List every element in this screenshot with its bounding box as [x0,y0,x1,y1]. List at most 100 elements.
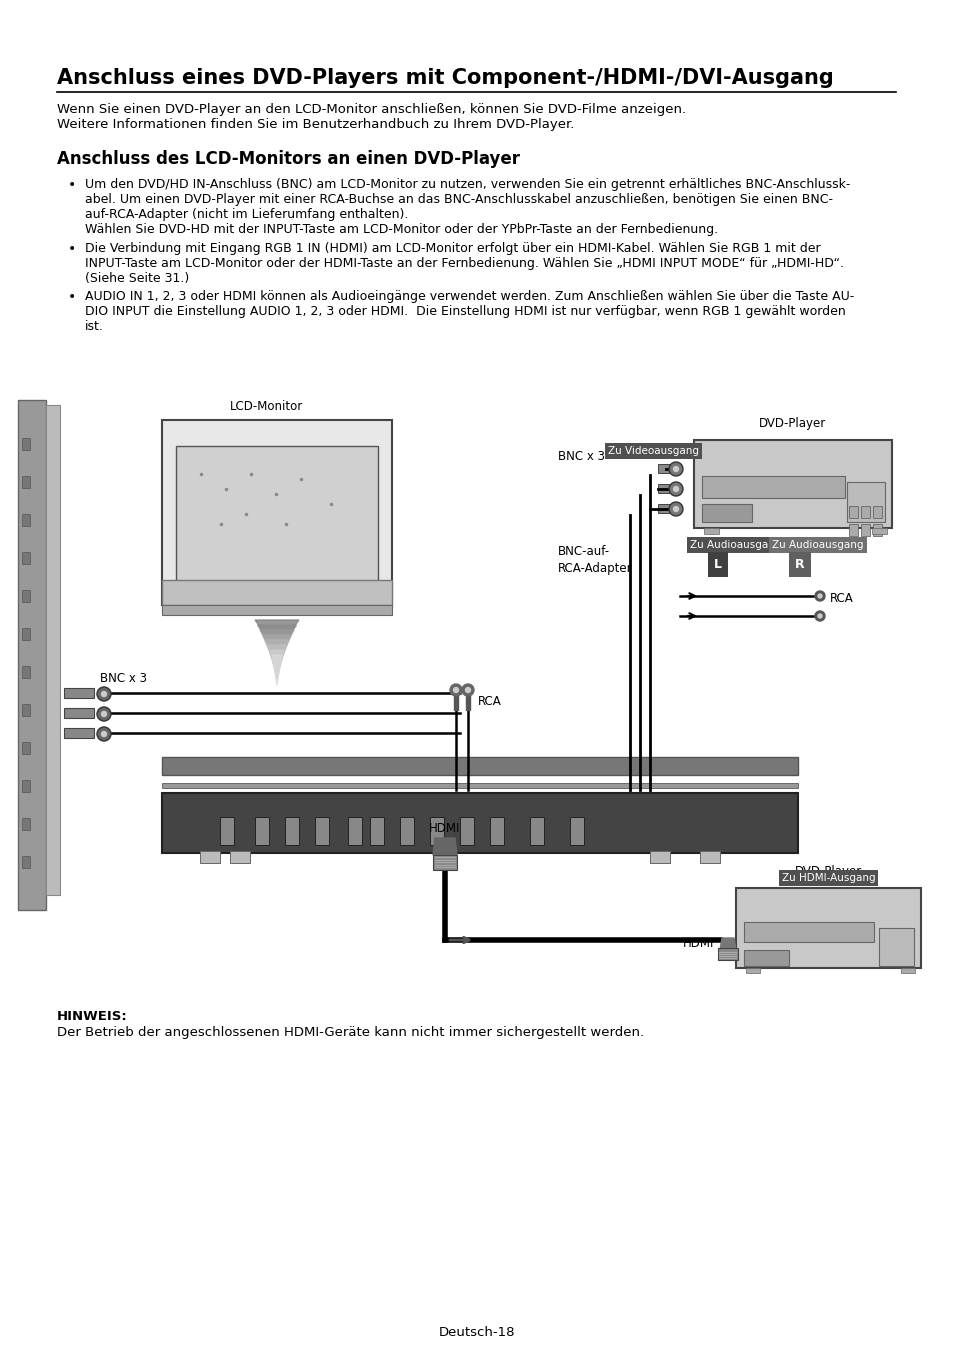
Bar [703,528,719,534]
Bar [872,524,882,536]
Circle shape [101,692,107,697]
Bar [846,482,884,521]
Circle shape [465,688,470,693]
Bar [735,888,920,969]
Text: Zu Videoausgang: Zu Videoausgang [607,446,699,457]
Polygon shape [270,650,284,680]
Text: (Siehe Seite 31.): (Siehe Seite 31.) [85,272,189,285]
Bar [848,507,857,517]
Circle shape [668,462,682,476]
Circle shape [668,482,682,496]
Bar [900,969,914,973]
Bar [700,851,720,863]
Bar [200,851,220,863]
Bar [745,969,760,973]
Text: •: • [68,242,76,255]
Text: Zu Audioausgang: Zu Audioausgang [689,540,781,550]
Text: Der Betrieb der angeschlossenen HDMI-Geräte kann nicht immer sichergestellt werd: Der Betrieb der angeschlossenen HDMI-Ger… [57,1025,643,1039]
Circle shape [668,503,682,516]
Text: Um den DVD/HD IN-Anschluss (BNC) am LCD-Monitor zu nutzen, verwenden Sie ein get: Um den DVD/HD IN-Anschluss (BNC) am LCD-… [85,178,849,190]
Bar [348,817,361,844]
Bar [658,504,673,513]
Polygon shape [267,644,286,676]
Circle shape [97,727,111,740]
Circle shape [450,684,461,696]
Polygon shape [257,626,296,655]
Bar [693,440,891,528]
Circle shape [817,594,821,598]
Bar [162,605,392,615]
Bar [22,817,30,830]
Bar [701,476,844,499]
Bar [220,817,233,844]
Text: ist.: ist. [85,320,104,332]
Text: HDMI: HDMI [429,821,460,835]
Text: Anschluss des LCD-Monitors an einen DVD-Player: Anschluss des LCD-Monitors an einen DVD-… [57,150,519,168]
Bar [743,921,873,942]
Bar [18,400,46,911]
Polygon shape [273,655,281,685]
Circle shape [101,712,107,716]
Bar [743,950,788,966]
Polygon shape [720,938,735,950]
Bar [872,507,882,517]
Bar [658,463,673,473]
Bar [399,817,414,844]
Text: Weitere Informationen finden Sie im Benutzerhandbuch zu Ihrem DVD-Player.: Weitere Informationen finden Sie im Benu… [57,118,574,131]
Circle shape [461,684,474,696]
Circle shape [101,731,107,736]
Circle shape [673,466,678,471]
Bar [285,817,298,844]
Text: Zu Audioausgang: Zu Audioausgang [771,540,862,550]
Circle shape [814,590,824,601]
Circle shape [814,611,824,621]
Bar [64,728,94,738]
Text: •: • [68,290,76,304]
Bar [530,817,543,844]
Bar [871,528,886,534]
Polygon shape [262,635,292,665]
Bar [22,628,30,640]
Bar [64,688,94,698]
Text: Anschluss eines DVD-Players mit Component-/HDMI-/DVI-Ausgang: Anschluss eines DVD-Players mit Componen… [57,68,833,88]
Text: Die Verbindung mit Eingang RGB 1 IN (HDMI) am LCD-Monitor erfolgt über ein HDMI-: Die Verbindung mit Eingang RGB 1 IN (HDM… [85,242,820,255]
Bar [22,553,30,563]
Polygon shape [433,838,456,855]
Polygon shape [254,620,298,650]
Bar [64,708,94,717]
Bar [370,817,384,844]
Text: LCD-Monitor: LCD-Monitor [230,400,303,413]
Text: abel. Um einen DVD-Player mit einer RCA-Buchse an das BNC-Anschlusskabel anzusch: abel. Um einen DVD-Player mit einer RCA-… [85,193,832,205]
Bar [22,476,30,488]
Bar [433,855,456,870]
Circle shape [673,486,678,492]
Text: AUDIO IN 1, 2, 3 oder HDMI können als Audioeingänge verwendet werden. Zum Anschl: AUDIO IN 1, 2, 3 oder HDMI können als Au… [85,290,853,303]
Bar [861,524,869,536]
Text: Deutsch-18: Deutsch-18 [438,1325,515,1339]
Bar [22,438,30,450]
Circle shape [673,507,678,512]
Bar [162,784,797,788]
Text: DIO INPUT die Einstellung AUDIO 1, 2, 3 oder HDMI.  Die Einstellung HDMI ist nur: DIO INPUT die Einstellung AUDIO 1, 2, 3 … [85,305,845,317]
Text: R: R [795,558,804,571]
Bar [254,817,269,844]
Bar [162,757,797,775]
Bar [861,507,869,517]
Bar [459,817,474,844]
Bar [162,580,392,605]
Text: INPUT-Taste am LCD-Monitor oder der HDMI-Taste an der Fernbedienung. Wählen Sie : INPUT-Taste am LCD-Monitor oder der HDMI… [85,257,843,270]
Bar [22,780,30,792]
Text: HDMI: HDMI [682,938,713,950]
Text: Wenn Sie einen DVD-Player an den LCD-Monitor anschließen, können Sie DVD-Filme a: Wenn Sie einen DVD-Player an den LCD-Mon… [57,103,685,116]
Bar [175,446,377,590]
Text: Zu HDMI-Ausgang: Zu HDMI-Ausgang [781,873,875,884]
Bar [658,484,673,493]
Text: L: L [713,558,721,571]
Bar [162,420,392,605]
Circle shape [817,613,821,617]
Bar [230,851,250,863]
Bar [569,817,583,844]
Bar [649,851,669,863]
Text: RCA: RCA [829,592,853,605]
Circle shape [453,688,458,693]
